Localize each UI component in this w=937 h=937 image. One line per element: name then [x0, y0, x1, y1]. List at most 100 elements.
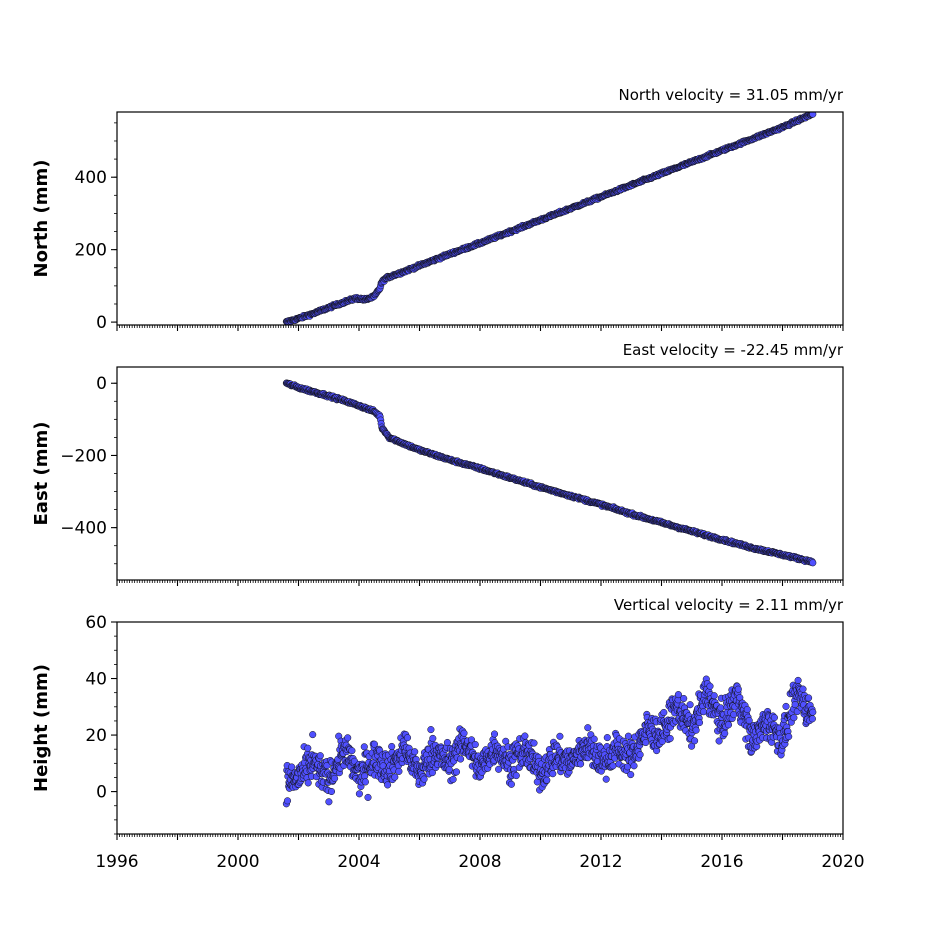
height-point [388, 742, 396, 751]
height-point [805, 694, 813, 702]
height-point [691, 737, 699, 745]
height-point [471, 740, 479, 749]
height-point [666, 734, 674, 743]
height-point [457, 755, 465, 763]
height-point [427, 726, 435, 734]
height-point [808, 715, 816, 723]
height-y-tick-label: 20 [85, 726, 107, 746]
height-point [428, 769, 436, 777]
height-point [791, 701, 799, 709]
north-panel: 0 200 400 North (mm) North velocity = 31.05 … [31, 86, 844, 333]
height-point [411, 748, 419, 756]
east-point [809, 559, 817, 567]
height-point [627, 771, 635, 779]
north-y-axis-label: North (mm) [31, 160, 52, 278]
height-point [370, 740, 378, 748]
height-point [331, 774, 339, 782]
height-point [449, 775, 457, 783]
x-tick-label: 2004 [337, 852, 380, 872]
height-point [304, 744, 312, 752]
east-y-tick-label: −200 [60, 446, 107, 466]
height-point [624, 732, 632, 740]
height-point [452, 768, 461, 776]
height-point [717, 704, 725, 712]
height-point [602, 775, 610, 783]
height-point [355, 790, 363, 798]
height-point [743, 705, 751, 714]
north-y-tick-label: 0 [96, 313, 107, 333]
height-points [282, 675, 817, 808]
height-point [384, 781, 392, 789]
height-point [323, 761, 331, 770]
height-point [521, 732, 529, 740]
height-velocity-label: Vertical velocity = 2.11 mm/yr [614, 596, 844, 614]
height-point [495, 765, 503, 773]
height-point [309, 731, 317, 739]
height-y-tick-label: 40 [85, 670, 107, 690]
height-point [467, 736, 476, 744]
height-point [785, 733, 793, 741]
east-panel: 0 −200 −400 East (mm) East velocity = -22.45… [31, 341, 844, 586]
height-axes-frame [116, 621, 844, 835]
height-point [577, 760, 585, 768]
height-point [590, 735, 598, 743]
north-y-ticks: 0 200 400 [75, 122, 117, 333]
height-point [809, 708, 817, 716]
east-y-tick-label: 0 [96, 374, 107, 394]
height-y-tick-label: 60 [85, 613, 107, 633]
height-point [429, 734, 437, 742]
height-point [794, 676, 802, 684]
east-y-tick-label: −400 [60, 519, 107, 539]
north-velocity-label: North velocity = 31.05 mm/yr [619, 86, 844, 104]
height-point [710, 692, 718, 700]
height-point [395, 767, 403, 775]
east-points [282, 379, 817, 567]
east-x-ticks [116, 580, 844, 586]
east-y-axis-label: East (mm) [31, 422, 52, 526]
x-tick-label: 2016 [700, 852, 743, 872]
height-point [364, 793, 372, 801]
height-point [721, 729, 729, 737]
height-point [770, 714, 778, 722]
x-tick-label: 2008 [458, 852, 501, 872]
height-point [543, 776, 551, 784]
height-point [695, 719, 704, 727]
x-tick-label: 2020 [821, 852, 864, 872]
height-point [460, 729, 468, 737]
height-point [724, 721, 733, 729]
east-y-ticks: 0 −200 −400 [60, 374, 117, 565]
east-velocity-label: East velocity = -22.45 mm/yr [623, 341, 844, 359]
x-tick-label: 2000 [216, 852, 259, 872]
height-point [790, 714, 798, 722]
height-point [348, 747, 356, 755]
height-point [325, 798, 333, 806]
height-point [490, 730, 499, 738]
height-point [660, 708, 668, 717]
height-point [603, 734, 611, 742]
x-tick-label: 1996 [95, 852, 138, 872]
height-point [283, 797, 292, 805]
height-point [715, 737, 723, 745]
height-point [630, 762, 638, 770]
height-point [403, 734, 412, 742]
east-axes-frame [116, 366, 844, 581]
north-y-tick-label: 200 [75, 241, 107, 261]
height-point [361, 772, 369, 780]
height-point [344, 734, 352, 742]
height-point [734, 685, 742, 693]
height-point [745, 717, 753, 725]
height-point [327, 787, 336, 796]
height-point [391, 773, 399, 781]
north-points [282, 112, 817, 325]
height-point [443, 738, 451, 747]
height-point [420, 775, 428, 783]
height-point [680, 694, 688, 703]
north-point [809, 112, 817, 118]
height-point [799, 685, 807, 693]
height-point [361, 778, 369, 786]
height-point [316, 752, 324, 760]
height-point [512, 772, 520, 780]
height-panel: 0 20 40 60 Height (mm) Vertical velocity = 2.… [31, 596, 865, 872]
height-point [360, 743, 368, 751]
height-point [688, 742, 696, 750]
